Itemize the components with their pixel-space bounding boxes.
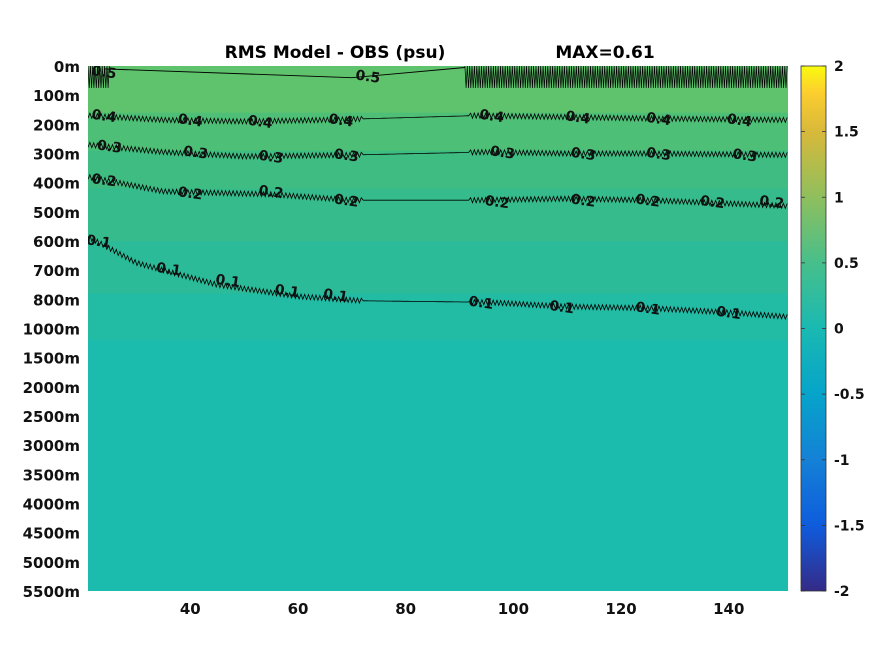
y-tick-label: 600m <box>33 233 80 251</box>
field-band-3 <box>88 188 788 242</box>
y-tick-label: 100m <box>33 87 80 105</box>
contour-line-0.4 <box>88 111 788 126</box>
contour-line-0.5 <box>104 67 465 79</box>
contour-label: 0.3 <box>182 143 209 162</box>
contour-label: 0.2 <box>634 192 661 211</box>
contour-label: 0.5 <box>91 63 118 82</box>
y-tick-label: 4500m <box>23 525 80 543</box>
x-tick-label: 60 <box>288 600 309 618</box>
surface-noise-contours <box>88 66 788 89</box>
x-tick-label: 100 <box>498 600 529 618</box>
contour-label: 0.1 <box>322 286 349 305</box>
contour-label: 0.4 <box>247 113 274 132</box>
colorbar-tick-label: -2 <box>834 584 850 600</box>
colorbar-tick-label: 1 <box>834 190 844 206</box>
y-tick-label: 300m <box>33 146 80 164</box>
y-tick-label: 1000m <box>23 321 80 339</box>
contour-label: 0.1 <box>715 304 742 323</box>
contour-line-0.2 <box>88 173 788 210</box>
colorbar-tick-label: 1.5 <box>834 125 859 141</box>
contour-label: 0.1 <box>214 272 241 291</box>
y-tick-label: 700m <box>33 262 80 280</box>
contour-label: 0.1 <box>468 294 495 313</box>
surface-noise-1 <box>464 66 788 89</box>
colorbar <box>800 65 827 592</box>
y-tick-label: 400m <box>33 175 80 193</box>
colorbar-tick-label: 0.5 <box>834 256 859 272</box>
x-axis-ticks: 40 60 80 100 120 140 <box>180 600 745 618</box>
contour-label: 0.1 <box>634 299 661 318</box>
contour-label: 0.4 <box>478 107 505 126</box>
contour-label: 0.2 <box>258 183 285 202</box>
contour-label: 0.1 <box>274 282 301 301</box>
contour-label: 0.1 <box>155 260 182 279</box>
contour-label: 0.2 <box>177 184 204 203</box>
colorbar-tick-label: -0.5 <box>834 387 865 403</box>
contour-label: 0.4 <box>645 110 672 129</box>
y-tick-label: 1500m <box>23 350 80 368</box>
x-tick-label: 80 <box>395 600 416 618</box>
contour-label: 0.3 <box>333 146 360 165</box>
contour-label: 0.4 <box>177 111 204 130</box>
contour-label: 0.1 <box>548 298 575 317</box>
contour-label: 0.2 <box>484 193 511 212</box>
contour-label: 0.3 <box>96 138 123 157</box>
y-tick-label: 2500m <box>23 408 80 426</box>
contour-label: 0.3 <box>258 148 285 167</box>
contour-label: 0.2 <box>758 193 785 212</box>
colorbar-tick-label: -1.5 <box>834 518 865 534</box>
contour-label: 0.3 <box>645 145 672 164</box>
surface-noise-0 <box>88 66 110 89</box>
contour-label: 0.4 <box>328 111 355 130</box>
y-tick-label: 5500m <box>23 583 80 601</box>
contour-label: 0.3 <box>731 146 758 165</box>
contour-lines <box>88 67 788 321</box>
y-tick-label: 5000m <box>23 554 80 572</box>
contour-label: 0.2 <box>570 192 597 211</box>
contour-label: 0.2 <box>699 193 726 212</box>
contour-label: 0.4 <box>726 111 753 130</box>
y-tick-label: 2000m <box>23 379 80 397</box>
y-tick-label: 500m <box>33 204 80 222</box>
contour-label: 0.5 <box>354 68 381 87</box>
contour-label: 0.4 <box>91 107 118 126</box>
y-tick-label: 200m <box>33 116 80 134</box>
field-band-5 <box>88 293 788 342</box>
plot-area: 0.4 0.4 0.4 0.4 0.4 0.4 0.4 0.4 0.3 0.3 0.3 0.3 0.3 0… <box>85 63 788 591</box>
colorbar-ticks: 2 1.5 1 0.5 0 -0.5 -1 -1.5 -2 <box>801 59 865 600</box>
contour-line-0.1 <box>88 234 788 321</box>
y-tick-label: 4000m <box>23 496 80 514</box>
field-band-4 <box>88 241 788 295</box>
chart-title: RMS Model - OBS (psu) <box>225 43 446 63</box>
colorbar-tick-label: 2 <box>834 59 844 75</box>
colorbar-tick-label: -1 <box>834 453 850 469</box>
contour-labels: 0.4 0.4 0.4 0.4 0.4 0.4 0.4 0.4 0.3 0.3 0.3 0.3 0.3 0… <box>85 63 785 323</box>
y-tick-label: 3500m <box>23 466 80 484</box>
y-axis-ticks: 0m 100m 200m 300m 400m 500m 600m 700m 800m 1000m 1… <box>23 58 80 601</box>
x-tick-label: 140 <box>713 600 744 618</box>
contour-label: 0.3 <box>489 143 516 162</box>
y-tick-label: 0m <box>54 58 80 76</box>
y-tick-label: 800m <box>33 291 80 309</box>
field-band-6 <box>88 340 788 591</box>
x-tick-label: 40 <box>180 600 201 618</box>
contour-label: 0.2 <box>333 192 360 211</box>
contour-label: 0.3 <box>570 145 597 164</box>
x-tick-label: 120 <box>605 600 636 618</box>
contour-line-0.3 <box>88 141 788 161</box>
y-tick-label: 3000m <box>23 437 80 455</box>
chart-max-label: MAX=0.61 <box>555 43 654 63</box>
colorbar-tick-label: 0 <box>834 322 844 338</box>
contour-label: 0.4 <box>564 108 591 127</box>
contour-label: 0.1 <box>85 232 112 251</box>
contour-label: 0.2 <box>91 171 118 190</box>
